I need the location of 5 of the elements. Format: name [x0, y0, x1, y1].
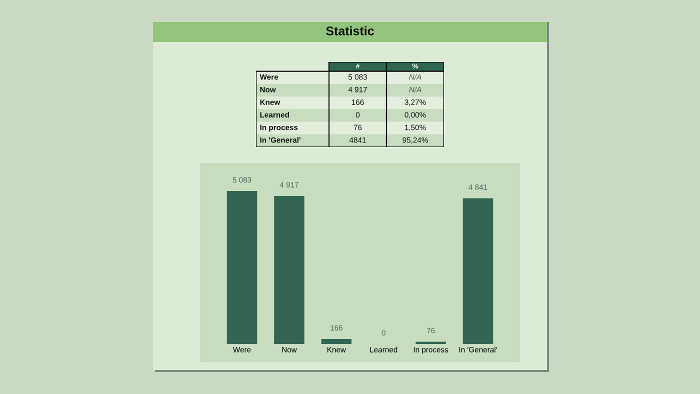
bar — [321, 339, 352, 344]
bar — [274, 196, 304, 344]
bar — [226, 191, 258, 344]
text: Statistic — [326, 26, 374, 36]
bar — [462, 198, 494, 344]
